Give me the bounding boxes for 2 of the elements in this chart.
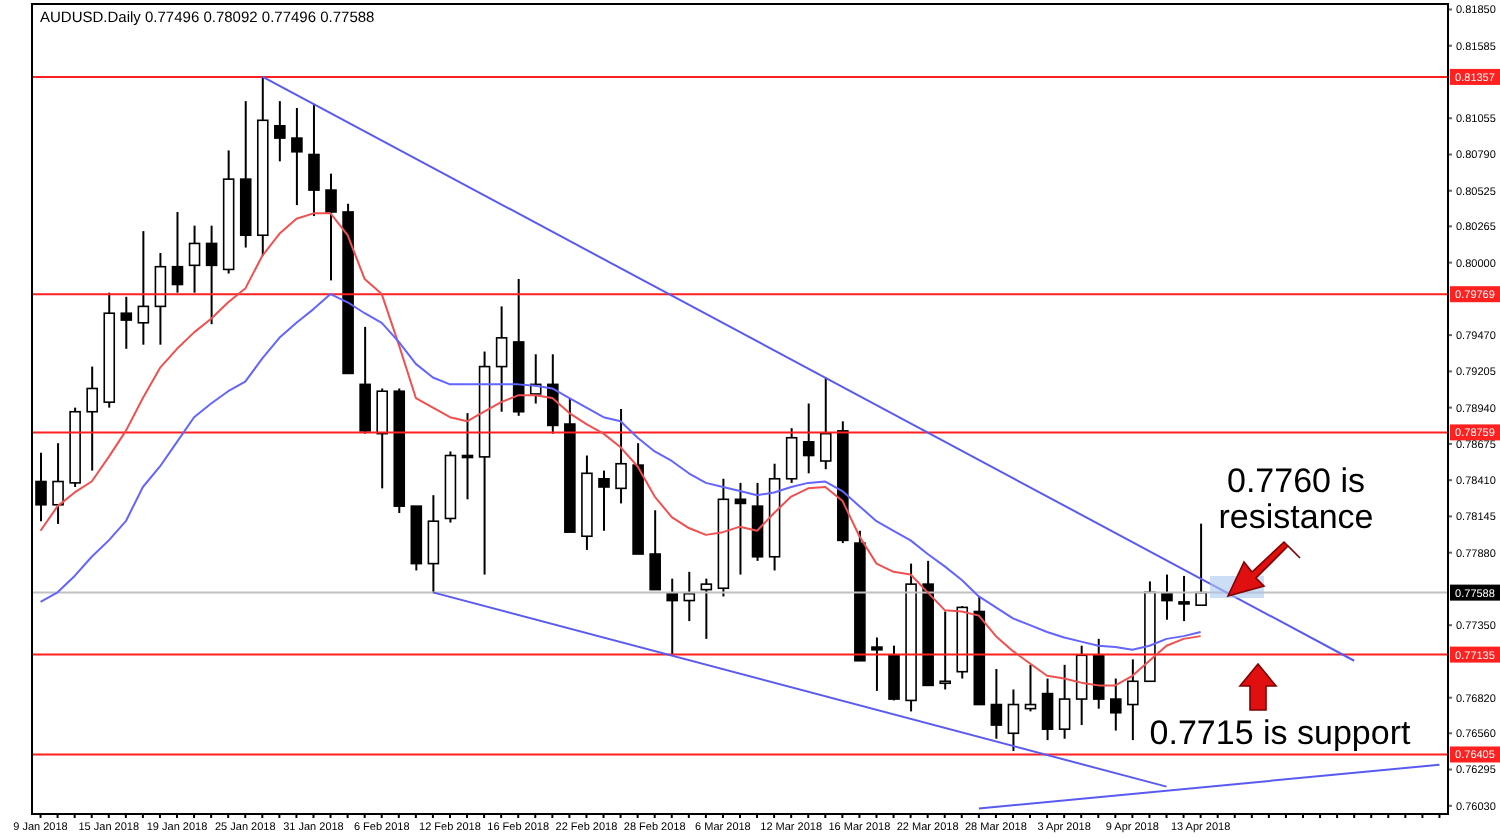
annotation: 0.7715 is support (1149, 714, 1411, 752)
annotation: 0.7760 is resistance (1218, 462, 1374, 536)
